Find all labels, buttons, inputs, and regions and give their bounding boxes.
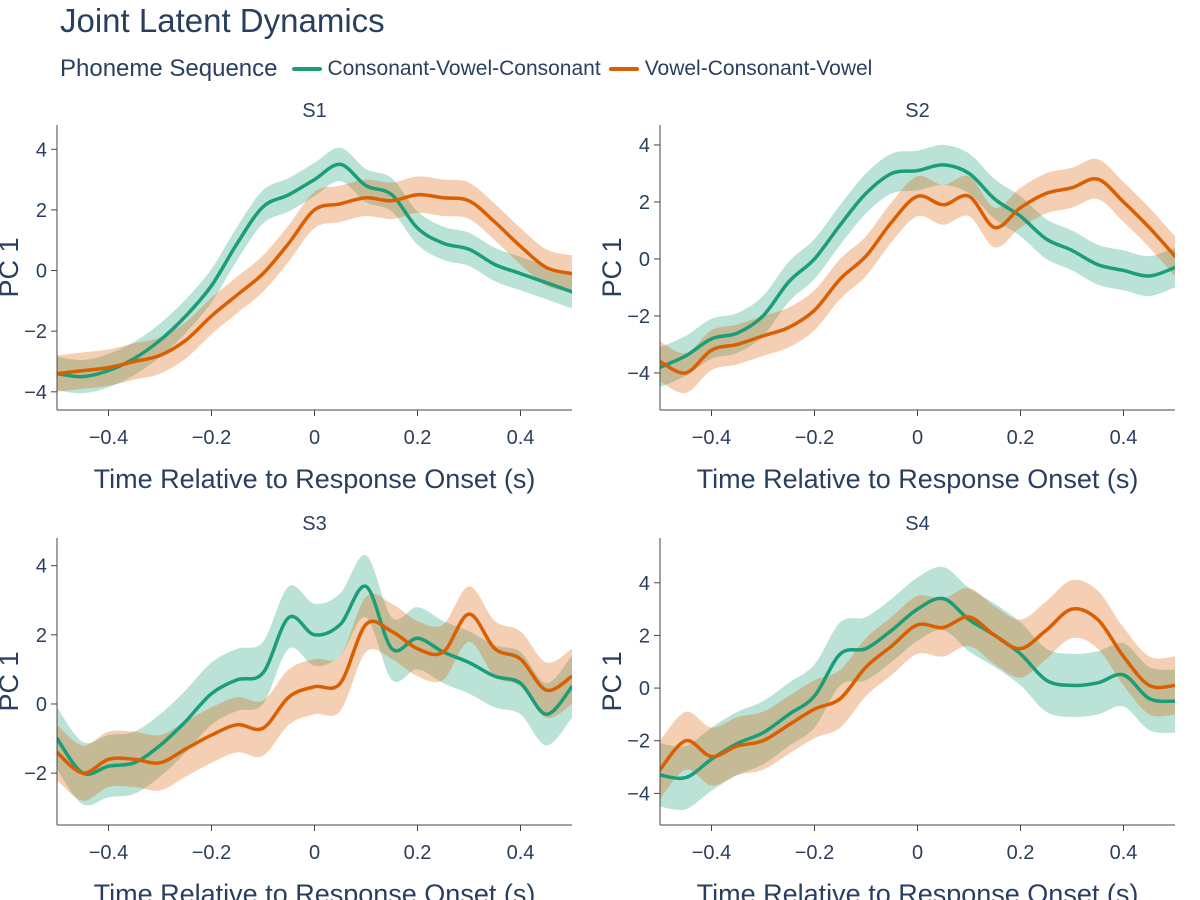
x-tick-label: −0.4 bbox=[89, 427, 128, 449]
legend-label-cvc: Consonant-Vowel-Consonant bbox=[327, 57, 601, 80]
series-line-cvc[interactable] bbox=[57, 162, 572, 379]
y-tick-label: 4 bbox=[639, 573, 650, 595]
legend-label-vcv: Vowel-Consonant-Vowel bbox=[644, 57, 873, 80]
y-tick-label: −2 bbox=[24, 763, 47, 785]
series-line-vcv[interactable] bbox=[660, 177, 1175, 375]
series-line-cvc[interactable] bbox=[660, 163, 1175, 370]
y-tick-label: 2 bbox=[36, 625, 47, 647]
x-tick-label: −0.2 bbox=[795, 842, 834, 864]
subplot-s3: −0.4 −0.2 0 0.2 0.4 −2 0 2 4 S3 Time Relative to R… bbox=[0, 513, 572, 900]
legend-title: Phoneme Sequence bbox=[60, 55, 278, 82]
x-tick-label: −0.2 bbox=[192, 427, 231, 449]
y-tick-label: 4 bbox=[639, 135, 650, 157]
y-tick-label: 0 bbox=[639, 678, 650, 700]
plot-area bbox=[57, 554, 572, 806]
legend-item-vcv[interactable]: Vowel-Consonant-Vowel bbox=[608, 57, 873, 81]
x-tick-label: 0.2 bbox=[404, 427, 432, 449]
y-tick-label: −2 bbox=[24, 321, 47, 343]
plot-area bbox=[660, 566, 1175, 810]
x-tick-label: 0 bbox=[309, 427, 320, 449]
y-axis-label: PC 1 bbox=[597, 651, 627, 711]
x-tick-label: 0 bbox=[912, 427, 923, 449]
x-tick-label: 0.4 bbox=[1110, 427, 1138, 449]
x-axis-label: Time Relative to Response Onset (s) bbox=[94, 464, 536, 494]
legend-swatch-cvc bbox=[291, 67, 322, 71]
plot-area bbox=[660, 144, 1175, 394]
series-line-cvc[interactable] bbox=[660, 596, 1175, 781]
series-line-vcv[interactable] bbox=[57, 192, 572, 376]
confidence-band-cvc bbox=[660, 144, 1175, 388]
x-tick-label: 0.4 bbox=[507, 842, 535, 864]
y-axis-label: PC 1 bbox=[597, 237, 627, 297]
confidence-band-cvc bbox=[660, 566, 1175, 810]
x-axis-label: Time Relative to Response Onset (s) bbox=[697, 879, 1139, 900]
confidence-band-cvc bbox=[57, 147, 572, 394]
subplot-s4: −0.4 −0.2 0 0.2 0.4 −4 −2 0 2 4 S4 Time Relative to… bbox=[597, 513, 1175, 900]
y-tick-label: −2 bbox=[627, 731, 650, 753]
x-tick-label: 0.2 bbox=[1007, 427, 1035, 449]
subplot-title: S1 bbox=[302, 100, 326, 122]
y-tick-label: −4 bbox=[24, 382, 47, 404]
subplot-s2: −0.4 −0.2 0 0.2 0.4 −4 −2 0 2 4 S2 Time Relative to… bbox=[597, 100, 1175, 494]
legend: Phoneme Sequence Consonant-Vowel-Consona… bbox=[60, 54, 880, 84]
confidence-band-vcv bbox=[660, 579, 1175, 799]
x-tick-label: 0.2 bbox=[1007, 842, 1035, 864]
y-tick-label: 2 bbox=[639, 192, 650, 214]
x-tick-label: 0 bbox=[309, 842, 320, 864]
x-tick-label: −0.2 bbox=[192, 842, 231, 864]
x-axis-label: Time Relative to Response Onset (s) bbox=[697, 464, 1139, 494]
x-tick-label: −0.4 bbox=[89, 842, 128, 864]
legend-swatch-vcv bbox=[608, 67, 639, 71]
subplot-title: S3 bbox=[302, 513, 326, 535]
series-line-vcv[interactable] bbox=[660, 606, 1175, 772]
y-tick-label: 0 bbox=[36, 694, 47, 716]
y-tick-label: 4 bbox=[36, 556, 47, 578]
y-axis-label: PC 1 bbox=[0, 237, 24, 297]
x-axis-label: Time Relative to Response Onset (s) bbox=[94, 879, 536, 900]
y-tick-label: 2 bbox=[36, 200, 47, 222]
series-line-vcv[interactable] bbox=[57, 612, 572, 775]
series-line-cvc[interactable] bbox=[57, 584, 572, 776]
confidence-band-vcv bbox=[57, 176, 572, 392]
subplot-s1: −0.4 −0.2 0 0.2 0.4 −4 −2 0 2 4 S1 Time Relative to… bbox=[0, 100, 572, 494]
x-tick-label: 0.4 bbox=[507, 427, 535, 449]
y-tick-label: −4 bbox=[627, 363, 650, 385]
x-tick-label: 0.2 bbox=[404, 842, 432, 864]
y-tick-label: 2 bbox=[639, 625, 650, 647]
x-tick-label: 0 bbox=[912, 842, 923, 864]
legend-item-cvc[interactable]: Consonant-Vowel-Consonant bbox=[291, 57, 601, 81]
confidence-band-vcv bbox=[660, 158, 1175, 394]
x-tick-label: −0.4 bbox=[692, 842, 731, 864]
y-tick-label: 0 bbox=[639, 249, 650, 271]
plot-area bbox=[57, 147, 572, 394]
x-tick-label: −0.2 bbox=[795, 427, 834, 449]
y-axis-label: PC 1 bbox=[0, 651, 24, 711]
chart-title: Joint Latent Dynamics bbox=[60, 2, 385, 39]
y-tick-label: 0 bbox=[36, 261, 47, 283]
subplot-title: S4 bbox=[905, 513, 929, 535]
confidence-band-cvc bbox=[57, 554, 572, 806]
x-tick-label: −0.4 bbox=[692, 427, 731, 449]
y-tick-label: −2 bbox=[627, 306, 650, 328]
y-tick-label: 4 bbox=[36, 139, 47, 161]
subplot-title: S2 bbox=[905, 100, 929, 122]
y-tick-label: −4 bbox=[627, 783, 650, 805]
x-tick-label: 0.4 bbox=[1110, 842, 1138, 864]
